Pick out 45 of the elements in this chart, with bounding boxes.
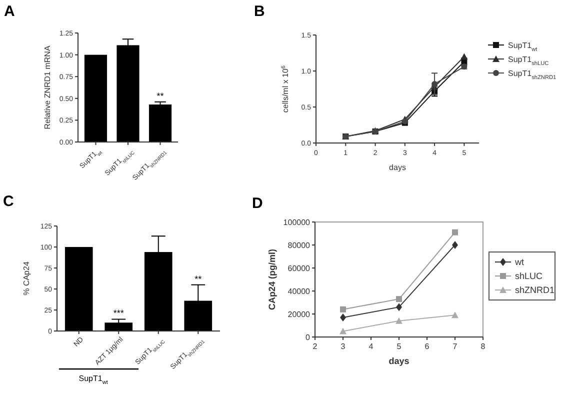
point — [396, 296, 402, 302]
text: SupT1$_{wt}$ — [78, 374, 108, 386]
bar — [64, 247, 93, 331]
point — [452, 241, 458, 249]
annotation: ** — [156, 90, 164, 101]
chart-title: D — [252, 195, 263, 212]
y-axis-title: Relative ZNRD1 mRNA — [43, 45, 52, 130]
x-tick-label: 3 — [340, 342, 346, 351]
chart-title: C — [3, 193, 14, 210]
x-tick-label: 2 — [312, 342, 318, 351]
chart-title: A — [4, 3, 15, 20]
legend-label: wt — [514, 257, 524, 268]
y-tick-label: 100000 — [283, 218, 311, 227]
annotation: *** — [113, 308, 124, 318]
legend-label: SupT1$_{wt}$ — [508, 40, 538, 53]
legend-label: shLUC — [515, 271, 544, 282]
legend-label: shZNRD1 — [515, 285, 555, 296]
y-tick-label: 40000 — [288, 286, 311, 296]
y-axis-title: % CAp24 — [22, 261, 31, 296]
legend-label: SupT1$_{shLUC}$ — [508, 54, 549, 67]
y-tick-label: 20000 — [288, 310, 311, 319]
x-tick-label: 5 — [396, 342, 402, 351]
point — [452, 312, 458, 318]
y-tick-label: 80000 — [288, 240, 311, 250]
y-tick-label: 60000 — [288, 264, 311, 273]
annotation: ** — [194, 274, 202, 284]
x-tick-label: 6 — [424, 342, 430, 351]
x-axis-title: days — [388, 356, 410, 366]
y-axis-title: CAp24 (pg/ml) — [267, 248, 277, 310]
bar — [84, 54, 108, 142]
x-tick-label: 8 — [480, 342, 486, 351]
point — [340, 306, 346, 312]
point — [460, 53, 468, 60]
legend-label: SupT1$_{shZNRD1}$ — [508, 68, 556, 81]
x-axis-title: days — [389, 163, 406, 172]
point — [340, 313, 346, 322]
point — [396, 317, 402, 324]
x-tick-label: 7 — [452, 342, 458, 351]
point — [396, 303, 402, 312]
bar — [104, 322, 133, 331]
point — [340, 328, 346, 334]
point — [452, 229, 458, 236]
bar — [148, 104, 172, 142]
x-tick-label: 4 — [368, 342, 374, 351]
chart-title: B — [254, 3, 265, 20]
